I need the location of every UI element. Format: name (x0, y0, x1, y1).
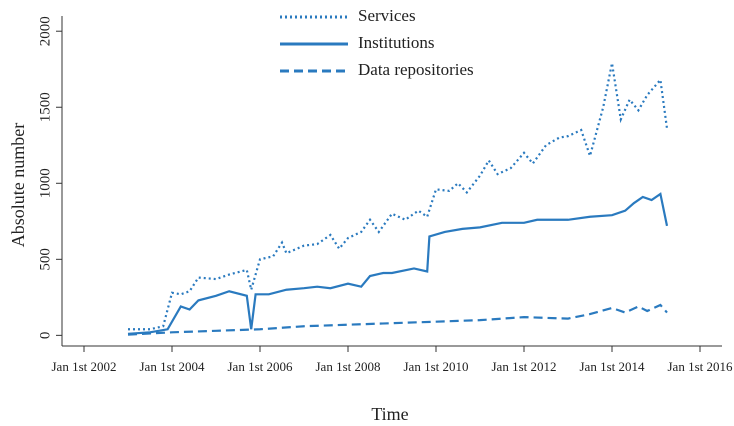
y-tick-label: 1000 (37, 168, 53, 198)
x-tick-label: Jan 1st 2010 (404, 359, 469, 374)
x-axis-label: Time (371, 404, 408, 424)
legend-label: Institutions (358, 33, 435, 52)
y-axis-label: Absolute number (8, 123, 28, 247)
legend-label: Data repositories (358, 60, 474, 79)
x-tick-label: Jan 1st 2004 (140, 359, 206, 374)
series-line (127, 303, 668, 336)
y-tick-label: 0 (37, 332, 53, 340)
x-tick-label: Jan 1st 2012 (492, 359, 557, 374)
x-tick-label: Jan 1st 2008 (316, 359, 381, 374)
series-line (128, 62, 669, 331)
series-line (127, 192, 669, 335)
x-tick-label: Jan 1st 2002 (52, 359, 117, 374)
x-tick-label: Jan 1st 2006 (228, 359, 294, 374)
y-tick-label: 1500 (37, 92, 53, 122)
x-tick-label: Jan 1st 2016 (668, 359, 734, 374)
y-tick-label: 2000 (37, 16, 53, 46)
x-tick-label: Jan 1st 2014 (580, 359, 646, 374)
legend-label: Services (358, 6, 416, 25)
y-tick-label: 500 (37, 248, 53, 271)
